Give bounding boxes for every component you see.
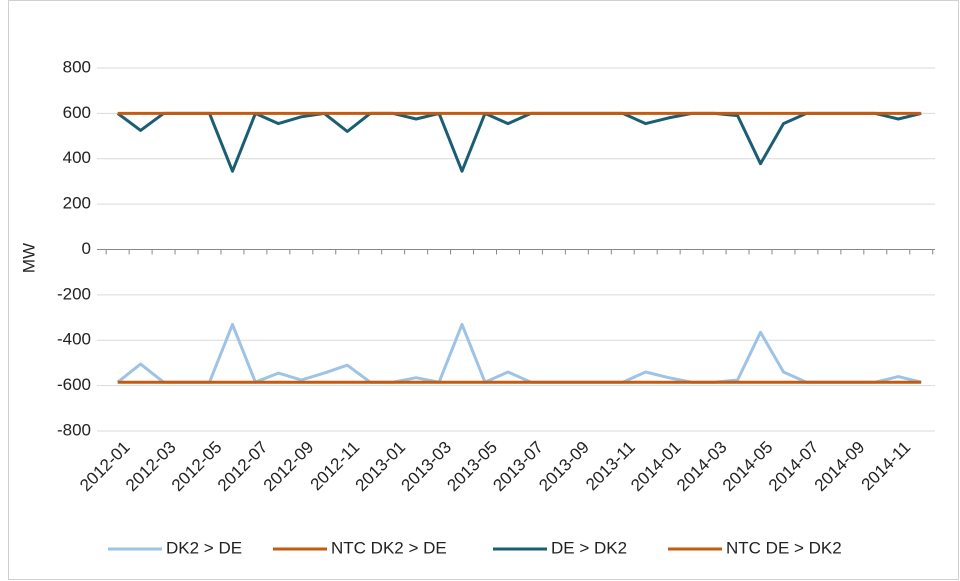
y-tick-label: 400: [63, 148, 91, 167]
y-tick-label: -200: [57, 284, 91, 303]
chart-frame: [8, 0, 959, 580]
y-tick-label: 600: [63, 103, 91, 122]
series-line: [116, 111, 922, 173]
legend-label: DK2 > DE: [166, 538, 242, 557]
y-axis-title: MW: [19, 243, 38, 273]
y-tick-label: 800: [63, 57, 91, 76]
legend-label: DE > DK2: [551, 538, 627, 557]
y-tick-label: -800: [57, 420, 91, 439]
y-tick-label: 200: [63, 194, 91, 213]
y-tick-label: 0: [82, 239, 91, 258]
legend-label: NTC DE > DK2: [726, 538, 842, 557]
series-line: [116, 322, 922, 384]
legend-label: NTC DK2 > DE: [331, 538, 447, 557]
y-tick-label: -400: [57, 330, 91, 349]
y-tick-label: -600: [57, 375, 91, 394]
